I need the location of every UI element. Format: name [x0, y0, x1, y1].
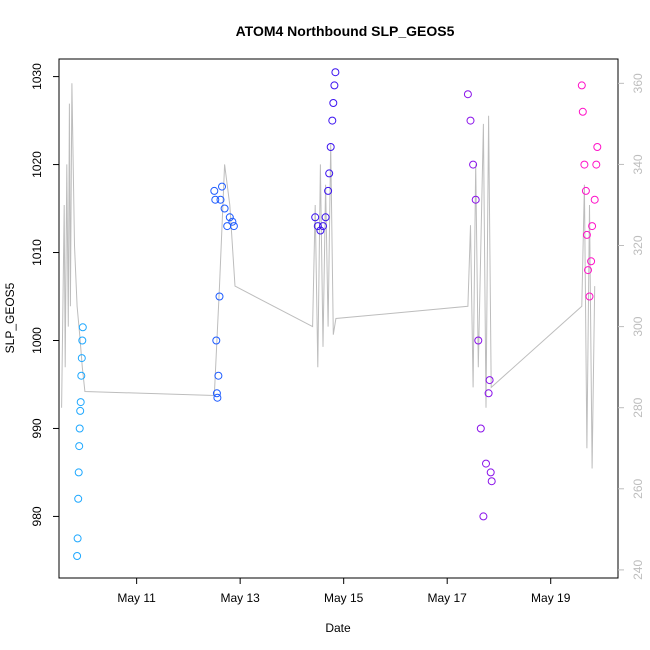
data-point-2-3 — [212, 336, 221, 345]
data-point-3-11 — [330, 81, 339, 90]
y2-tick-label-280: 280 — [631, 397, 645, 417]
data-point-5-12 — [593, 143, 602, 151]
y-tick-label-1020: 1020 — [30, 151, 44, 178]
data-point-5-2 — [578, 107, 587, 116]
plot-frame — [58, 58, 619, 579]
data-point-5-3 — [580, 160, 589, 169]
data-point-2-1 — [210, 186, 219, 195]
y-tick-label-1000: 1000 — [30, 327, 44, 354]
x-axis-label: Date — [325, 621, 351, 635]
y-tick-label-1010: 1010 — [30, 239, 44, 266]
data-point-2-4 — [212, 389, 221, 398]
data-point-3-7 — [325, 169, 334, 178]
y2-tick-label-340: 340 — [631, 154, 645, 174]
data-point-1-3 — [74, 494, 83, 503]
data-point-5-10 — [590, 195, 599, 204]
y-axis-label: SLP_GEOS5 — [3, 282, 17, 353]
x-tick-label-17: May 17 — [428, 591, 468, 605]
data-point-1-2 — [73, 534, 82, 543]
points-layer — [73, 68, 602, 560]
y-tick-label-1030: 1030 — [30, 63, 44, 90]
y2-tick-label-360: 360 — [631, 73, 645, 93]
gray-series-line — [61, 83, 596, 469]
data-point-2-12 — [225, 213, 234, 222]
data-point-4-9 — [484, 389, 493, 398]
data-point-1-7 — [76, 406, 85, 415]
data-point-3-1 — [311, 213, 320, 222]
data-point-4-7 — [479, 512, 488, 521]
y2-tick-label-320: 320 — [631, 235, 645, 255]
data-point-4-2 — [466, 116, 475, 125]
data-point-1-8 — [76, 398, 85, 407]
y-tick-label-990: 990 — [30, 418, 44, 438]
data-point-5-11 — [592, 160, 601, 169]
data-point-2-2 — [211, 195, 220, 204]
data-point-1-9 — [77, 371, 86, 380]
data-point-4-10 — [485, 376, 494, 385]
data-point-2-9 — [218, 182, 226, 191]
data-point-4-4 — [471, 195, 480, 204]
data-point-1-6 — [75, 424, 84, 433]
data-point-4-11 — [486, 468, 495, 477]
data-point-3-3 — [316, 226, 325, 235]
data-point-4-5 — [474, 336, 483, 345]
data-point-1-4 — [74, 468, 83, 477]
data-point-1-5 — [75, 442, 84, 451]
gray-line-layer — [61, 83, 596, 469]
data-point-2-14 — [229, 222, 238, 231]
data-point-2-13 — [228, 217, 237, 226]
data-point-4-12 — [487, 477, 496, 486]
data-point-5-6 — [584, 266, 592, 275]
y2-tick-label-240: 240 — [631, 560, 645, 580]
data-point-5-9 — [588, 222, 597, 231]
data-point-1-1 — [73, 552, 82, 560]
x-tick-label-15: May 15 — [324, 591, 364, 605]
data-point-2-5 — [213, 393, 222, 402]
axes-layer: 980 990 1000 1010 1020 1030 240 260 280 300 320 340… — [30, 63, 645, 605]
data-point-2-10 — [220, 204, 229, 213]
data-point-5-1 — [577, 81, 586, 90]
data-point-5-5 — [582, 230, 591, 239]
data-point-4-3 — [469, 160, 478, 169]
data-point-1-10 — [77, 354, 86, 363]
data-point-5-8 — [587, 257, 596, 266]
data-point-3-12 — [331, 68, 340, 77]
data-point-3-8 — [326, 143, 335, 151]
x-tick-label-13: May 13 — [220, 591, 260, 605]
data-point-3-2 — [313, 222, 322, 231]
data-point-5-4 — [581, 186, 590, 195]
data-point-2-8 — [216, 195, 225, 204]
data-point-4-8 — [482, 459, 490, 468]
data-point-3-6 — [324, 186, 333, 195]
data-point-1-12 — [78, 323, 87, 332]
data-point-3-4 — [319, 222, 327, 231]
data-point-3-9 — [328, 116, 337, 125]
data-point-4-1 — [463, 90, 472, 99]
chart-title: ATOM4 Northbound SLP_GEOS5 — [236, 23, 455, 39]
data-point-5-7 — [585, 292, 594, 301]
x-tick-label-19: May 19 — [531, 591, 571, 605]
data-point-3-10 — [329, 99, 338, 107]
data-point-1-11 — [78, 336, 87, 345]
y2-tick-label-300: 300 — [631, 316, 645, 336]
x-tick-label-11: May 11 — [117, 591, 156, 605]
data-point-3-5 — [321, 213, 330, 222]
data-point-2-7 — [215, 292, 224, 301]
y2-tick-label-260: 260 — [631, 478, 645, 498]
data-point-2-6 — [214, 371, 223, 380]
y-tick-label-980: 980 — [30, 506, 44, 526]
data-point-4-6 — [476, 424, 485, 433]
